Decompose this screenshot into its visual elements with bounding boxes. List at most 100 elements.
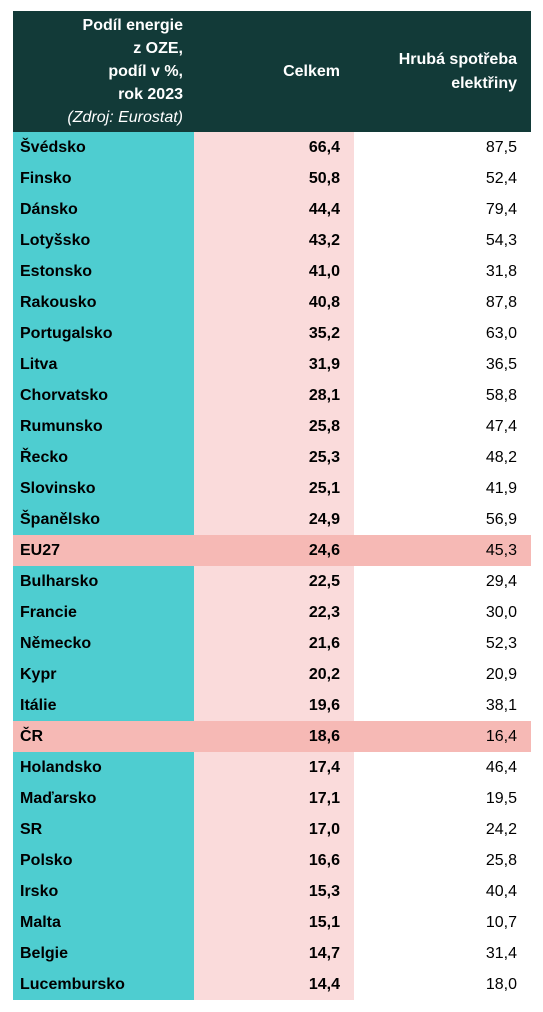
electricity-cell: 31,8 (354, 256, 531, 287)
total-cell: 25,1 (194, 473, 354, 504)
electricity-cell: 52,4 (354, 163, 531, 194)
header-source: (Zdroj: Eurostat) (67, 109, 183, 126)
total-cell: 25,3 (194, 442, 354, 473)
table-row: Rakousko 40,8 87,8 (13, 287, 531, 318)
header-electricity: Hrubá spotřeba elektřiny (354, 11, 531, 132)
total-cell: 20,2 (194, 659, 354, 690)
country-cell: SR (13, 814, 194, 845)
electricity-cell: 45,3 (354, 535, 531, 566)
renewables-table: Podíl energie z OZE, podíl v %, rok 2023… (13, 11, 531, 1000)
country-cell: Rakousko (13, 287, 194, 318)
total-cell: 25,8 (194, 411, 354, 442)
country-cell: Maďarsko (13, 783, 194, 814)
electricity-cell: 63,0 (354, 318, 531, 349)
header-line: Hrubá spotřeba (398, 50, 517, 68)
table-row: ČR 18,6 16,4 (13, 721, 531, 752)
electricity-cell: 10,7 (354, 907, 531, 938)
table-row: EU27 24,6 45,3 (13, 535, 531, 566)
table-row: Irsko 15,3 40,4 (13, 876, 531, 907)
country-cell: Portugalsko (13, 318, 194, 349)
electricity-cell: 30,0 (354, 597, 531, 628)
electricity-cell: 29,4 (354, 566, 531, 597)
table-row: Slovinsko 25,1 41,9 (13, 473, 531, 504)
electricity-cell: 46,4 (354, 752, 531, 783)
electricity-cell: 58,8 (354, 380, 531, 411)
electricity-cell: 52,3 (354, 628, 531, 659)
country-cell: Francie (13, 597, 194, 628)
country-cell: Španělsko (13, 504, 194, 535)
total-cell: 17,0 (194, 814, 354, 845)
table-row: SR 17,0 24,2 (13, 814, 531, 845)
country-cell: Belgie (13, 938, 194, 969)
table-row: Dánsko 44,4 79,4 (13, 194, 531, 225)
country-cell: Polsko (13, 845, 194, 876)
total-cell: 50,8 (194, 163, 354, 194)
total-cell: 24,6 (194, 535, 354, 566)
table-row: Španělsko 24,9 56,9 (13, 504, 531, 535)
country-cell: Lucembursko (13, 969, 194, 1000)
electricity-cell: 31,4 (354, 938, 531, 969)
table-row: Belgie 14,7 31,4 (13, 938, 531, 969)
country-cell: Rumunsko (13, 411, 194, 442)
electricity-cell: 87,8 (354, 287, 531, 318)
total-cell: 66,4 (194, 132, 354, 163)
electricity-cell: 18,0 (354, 969, 531, 1000)
electricity-cell: 16,4 (354, 721, 531, 752)
table-row: Lucembursko 14,4 18,0 (13, 969, 531, 1000)
total-cell: 35,2 (194, 318, 354, 349)
electricity-cell: 48,2 (354, 442, 531, 473)
country-cell: Chorvatsko (13, 380, 194, 411)
header-total: Celkem (194, 11, 354, 132)
table-row: Francie 22,3 30,0 (13, 597, 531, 628)
table-row: Portugalsko 35,2 63,0 (13, 318, 531, 349)
table-row: Řecko 25,3 48,2 (13, 442, 531, 473)
table-row: Malta 15,1 10,7 (13, 907, 531, 938)
header-indicator: Podíl energie z OZE, podíl v %, rok 2023… (13, 11, 194, 132)
electricity-cell: 19,5 (354, 783, 531, 814)
electricity-cell: 38,1 (354, 690, 531, 721)
country-cell: ČR (13, 721, 194, 752)
electricity-cell: 54,3 (354, 225, 531, 256)
country-cell: Slovinsko (13, 473, 194, 504)
country-cell: Dánsko (13, 194, 194, 225)
country-cell: Švédsko (13, 132, 194, 163)
table-row: Německo 21,6 52,3 (13, 628, 531, 659)
total-cell: 22,3 (194, 597, 354, 628)
table-row: Finsko 50,8 52,4 (13, 163, 531, 194)
electricity-cell: 36,5 (354, 349, 531, 380)
table-row: Bulharsko 22,5 29,4 (13, 566, 531, 597)
country-cell: Německo (13, 628, 194, 659)
total-cell: 16,6 (194, 845, 354, 876)
table-row: Maďarsko 17,1 19,5 (13, 783, 531, 814)
total-cell: 15,1 (194, 907, 354, 938)
country-cell: Malta (13, 907, 194, 938)
country-cell: Litva (13, 349, 194, 380)
table-row: Holandsko 17,4 46,4 (13, 752, 531, 783)
electricity-cell: 20,9 (354, 659, 531, 690)
country-cell: Finsko (13, 163, 194, 194)
electricity-cell: 47,4 (354, 411, 531, 442)
country-cell: Kypr (13, 659, 194, 690)
total-cell: 18,6 (194, 721, 354, 752)
country-cell: Lotyšsko (13, 225, 194, 256)
country-cell: Holandsko (13, 752, 194, 783)
country-cell: EU27 (13, 535, 194, 566)
total-cell: 15,3 (194, 876, 354, 907)
country-cell: Irsko (13, 876, 194, 907)
table-row: Chorvatsko 28,1 58,8 (13, 380, 531, 411)
table-row: Polsko 16,6 25,8 (13, 845, 531, 876)
electricity-cell: 79,4 (354, 194, 531, 225)
table-row: Estonsko 41,0 31,8 (13, 256, 531, 287)
total-cell: 22,5 (194, 566, 354, 597)
total-cell: 44,4 (194, 194, 354, 225)
total-cell: 41,0 (194, 256, 354, 287)
table-row: Itálie 19,6 38,1 (13, 690, 531, 721)
total-cell: 14,4 (194, 969, 354, 1000)
electricity-cell: 25,8 (354, 845, 531, 876)
table-row: Rumunsko 25,8 47,4 (13, 411, 531, 442)
header-line: z OZE, (133, 40, 183, 57)
total-cell: 24,9 (194, 504, 354, 535)
electricity-cell: 87,5 (354, 132, 531, 163)
table-row: Litva 31,9 36,5 (13, 349, 531, 380)
header-line: podíl v %, (108, 63, 183, 80)
